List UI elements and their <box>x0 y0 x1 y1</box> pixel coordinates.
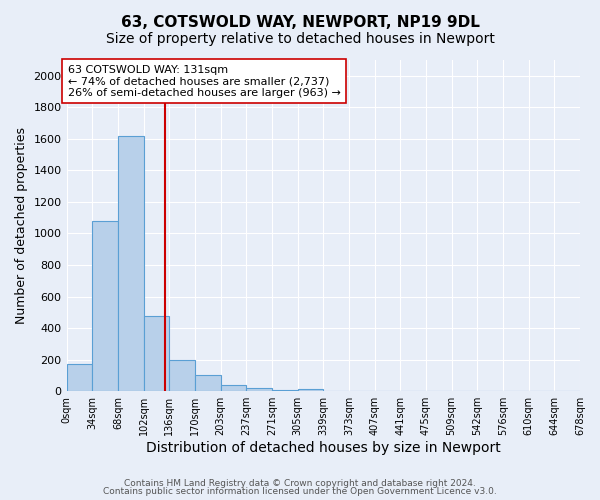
Bar <box>118 136 143 391</box>
Bar <box>221 385 246 391</box>
Y-axis label: Number of detached properties: Number of detached properties <box>15 127 28 324</box>
Bar <box>92 221 118 391</box>
Bar <box>143 316 169 391</box>
Bar <box>298 389 323 391</box>
Text: Contains public sector information licensed under the Open Government Licence v3: Contains public sector information licen… <box>103 487 497 496</box>
Text: Size of property relative to detached houses in Newport: Size of property relative to detached ho… <box>106 32 494 46</box>
Text: 63, COTSWOLD WAY, NEWPORT, NP19 9DL: 63, COTSWOLD WAY, NEWPORT, NP19 9DL <box>121 15 479 30</box>
Bar <box>246 388 272 391</box>
Bar <box>272 390 298 391</box>
Text: 63 COTSWOLD WAY: 131sqm
← 74% of detached houses are smaller (2,737)
26% of semi: 63 COTSWOLD WAY: 131sqm ← 74% of detache… <box>68 64 341 98</box>
Bar <box>195 376 221 391</box>
X-axis label: Distribution of detached houses by size in Newport: Distribution of detached houses by size … <box>146 441 500 455</box>
Text: Contains HM Land Registry data © Crown copyright and database right 2024.: Contains HM Land Registry data © Crown c… <box>124 478 476 488</box>
Bar <box>67 364 92 391</box>
Bar <box>169 360 195 391</box>
